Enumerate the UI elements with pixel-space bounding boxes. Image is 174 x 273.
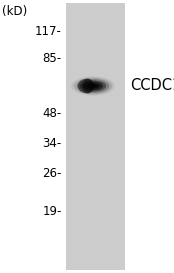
Text: 117-: 117- <box>35 25 62 38</box>
Text: CCDC102A: CCDC102A <box>130 79 174 93</box>
Ellipse shape <box>82 78 93 94</box>
Text: 34-: 34- <box>42 137 62 150</box>
Ellipse shape <box>78 79 94 93</box>
Ellipse shape <box>80 80 106 92</box>
Ellipse shape <box>74 78 112 94</box>
Ellipse shape <box>90 85 96 87</box>
Bar <box>66 3 125 270</box>
Text: 26-: 26- <box>42 167 62 180</box>
Text: 19-: 19- <box>42 205 62 218</box>
Text: 48-: 48- <box>42 107 62 120</box>
Ellipse shape <box>83 82 103 90</box>
Ellipse shape <box>77 79 109 93</box>
Text: (kD): (kD) <box>2 5 27 19</box>
Ellipse shape <box>87 83 99 89</box>
Text: 85-: 85- <box>43 52 62 65</box>
Ellipse shape <box>71 76 115 96</box>
